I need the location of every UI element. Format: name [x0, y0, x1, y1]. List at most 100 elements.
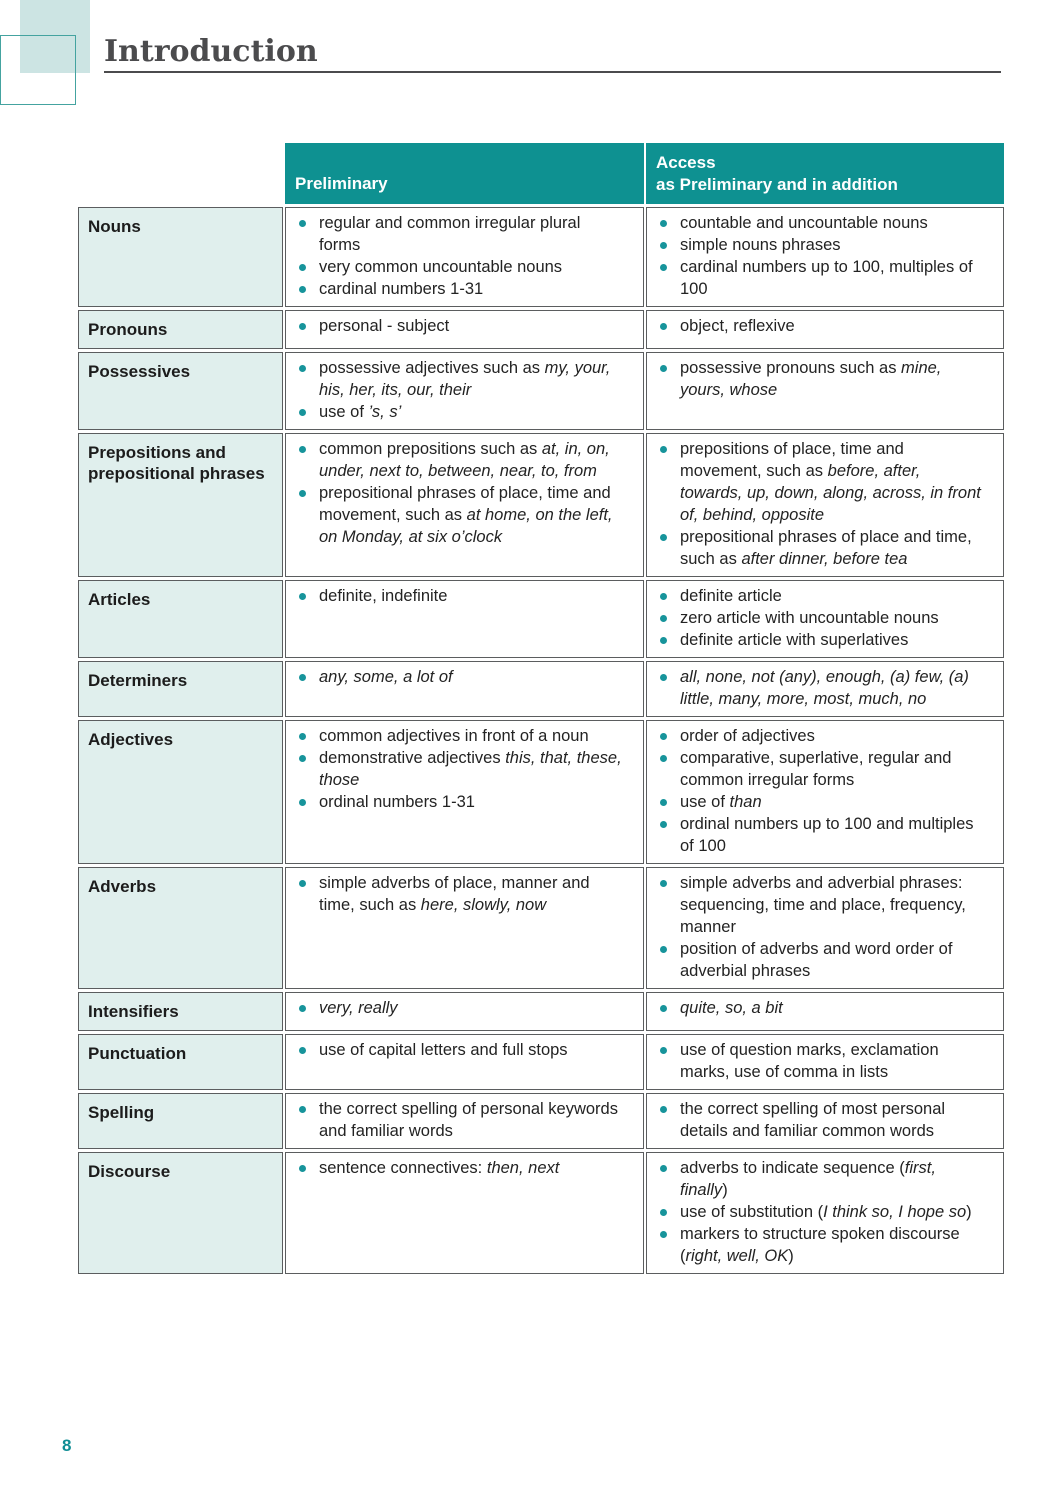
bullet-text: all, none, not (any), enough, (a) few, (…: [680, 668, 969, 708]
table-row: Possessives possessive adjectives such as…: [78, 352, 1004, 430]
bullet-icon: [660, 1209, 667, 1216]
bullet-icon: [299, 799, 306, 806]
bullet-icon: [660, 637, 667, 644]
row-label: Nouns: [78, 207, 283, 307]
row-label: Discourse: [78, 1152, 283, 1274]
row-label: Determiners: [78, 661, 283, 717]
access-cell: possessive pronouns such as mine, yours,…: [646, 352, 1004, 430]
access-cell: quite, so, a bit: [646, 992, 1004, 1031]
bullet-item: use of question marks, exclamation marks…: [647, 1039, 983, 1083]
bullet-icon: [660, 755, 667, 762]
row-label: Spelling: [78, 1093, 283, 1149]
bullet-item: demonstrative adjectives this, that, the…: [286, 747, 623, 791]
bullet-item: possessive pronouns such as mine, yours,…: [647, 357, 983, 401]
bullet-item: prepositional phrases of place and time,…: [647, 526, 983, 570]
bullet-text: prepositional phrases of place, time and…: [319, 484, 613, 546]
bullet-icon: [660, 615, 667, 622]
bullet-item: regular and common irregular plural form…: [286, 212, 623, 256]
bullet-text: order of adjectives: [680, 727, 815, 745]
bullet-icon: [660, 1165, 667, 1172]
access-cell: all, none, not (any), enough, (a) few, (…: [646, 661, 1004, 717]
bullet-item: cardinal numbers up to 100, multiples of…: [647, 256, 983, 300]
bullet-icon: [660, 242, 667, 249]
access-cell: countable and uncountable nouns simple no…: [646, 207, 1004, 307]
bullet-item: adverbs to indicate sequence (first, fin…: [647, 1157, 983, 1201]
bullet-text: possessive adjectives such as my, your, …: [319, 359, 611, 399]
bullet-icon: [299, 674, 306, 681]
preliminary-cell: use of capital letters and full stops: [285, 1034, 644, 1090]
bullet-item: comparative, superlative, regular and co…: [647, 747, 983, 791]
bullet-item: object, reflexive: [647, 315, 983, 337]
bullet-item: common prepositions such as at, in, on, …: [286, 438, 623, 482]
bullet-icon: [660, 674, 667, 681]
bullet-text: countable and uncountable nouns: [680, 214, 928, 232]
bullet-item: cardinal numbers 1-31: [286, 278, 623, 300]
table-body: Preliminary Access as Preliminary and in…: [78, 143, 1004, 1274]
bullet-text: sentence connectives: then, next: [319, 1159, 560, 1177]
bullet-text: definite article: [680, 587, 782, 605]
table-row: Pronouns personal - subject object, reflex…: [78, 310, 1004, 349]
bullet-icon: [660, 1005, 667, 1012]
bullet-icon: [660, 821, 667, 828]
bullet-text: use of substitution (I think so, I hope …: [680, 1203, 972, 1221]
bullet-text: the correct spelling of most personal de…: [680, 1100, 946, 1140]
preliminary-cell: definite, indefinite: [285, 580, 644, 658]
bullet-item: ordinal numbers 1-31: [286, 791, 623, 813]
row-label: Adjectives: [78, 720, 283, 864]
bullet-item: simple adverbs of place, manner and time…: [286, 872, 623, 916]
bullet-item: use of capital letters and full stops: [286, 1039, 623, 1061]
bullet-text: any, some, a lot of: [319, 668, 453, 686]
bullet-icon: [660, 446, 667, 453]
bullet-icon: [660, 593, 667, 600]
bullet-icon: [660, 220, 667, 227]
bullet-icon: [299, 490, 306, 497]
table-row: Nouns regular and common irregular plural…: [78, 207, 1004, 307]
bullet-icon: [660, 323, 667, 330]
bullet-icon: [660, 1047, 667, 1054]
bullet-icon: [660, 534, 667, 541]
bullet-item: markers to structure spoken discourse (r…: [647, 1223, 983, 1267]
row-label: Articles: [78, 580, 283, 658]
row-label: Intensifiers: [78, 992, 283, 1031]
bullet-icon: [299, 593, 306, 600]
access-cell: the correct spelling of most personal de…: [646, 1093, 1004, 1149]
bullet-text: position of adverbs and word order of ad…: [680, 940, 953, 980]
bullet-icon: [299, 755, 306, 762]
bullet-icon: [660, 365, 667, 372]
bullet-icon: [660, 1106, 667, 1113]
bullet-item: definite article with superlatives: [647, 629, 983, 651]
bullet-icon: [299, 1047, 306, 1054]
bullet-item: use of ’s, s’: [286, 401, 623, 423]
bullet-icon: [299, 880, 306, 887]
bullet-text: possessive pronouns such as mine, yours,…: [680, 359, 942, 399]
table-row: Punctuation use of capital letters and fu…: [78, 1034, 1004, 1090]
access-cell: prepositions of place, time and movement…: [646, 433, 1004, 577]
column-header-access: Access as Preliminary and in addition: [646, 143, 1004, 204]
table-row: Intensifiers very, really quite, so, a bit: [78, 992, 1004, 1031]
bullet-text: zero article with uncountable nouns: [680, 609, 939, 627]
bullet-item: order of adjectives: [647, 725, 983, 747]
bullet-item: the correct spelling of most personal de…: [647, 1098, 983, 1142]
bullet-icon: [660, 799, 667, 806]
bullet-icon: [299, 446, 306, 453]
bullet-item: quite, so, a bit: [647, 997, 983, 1019]
bullet-item: sentence connectives: then, next: [286, 1157, 623, 1179]
decorative-square-filled: [20, 0, 90, 73]
bullet-item: simple nouns phrases: [647, 234, 983, 256]
row-label: Pronouns: [78, 310, 283, 349]
table-row: Spelling the correct spelling of personal…: [78, 1093, 1004, 1149]
bullet-icon: [299, 733, 306, 740]
access-cell: object, reflexive: [646, 310, 1004, 349]
bullet-text: use of capital letters and full stops: [319, 1041, 568, 1059]
bullet-item: simple adverbs and adverbial phrases: se…: [647, 872, 983, 938]
preliminary-cell: any, some, a lot of: [285, 661, 644, 717]
bullet-item: the correct spelling of personal keyword…: [286, 1098, 623, 1142]
row-label: Adverbs: [78, 867, 283, 989]
title-rule: [104, 71, 1001, 73]
row-label: Punctuation: [78, 1034, 283, 1090]
bullet-text: object, reflexive: [680, 317, 795, 335]
bullet-icon: [660, 1231, 667, 1238]
bullet-text: simple adverbs and adverbial phrases: se…: [680, 874, 966, 936]
bullet-text: prepositional phrases of place and time,…: [680, 528, 972, 568]
bullet-icon: [660, 264, 667, 271]
